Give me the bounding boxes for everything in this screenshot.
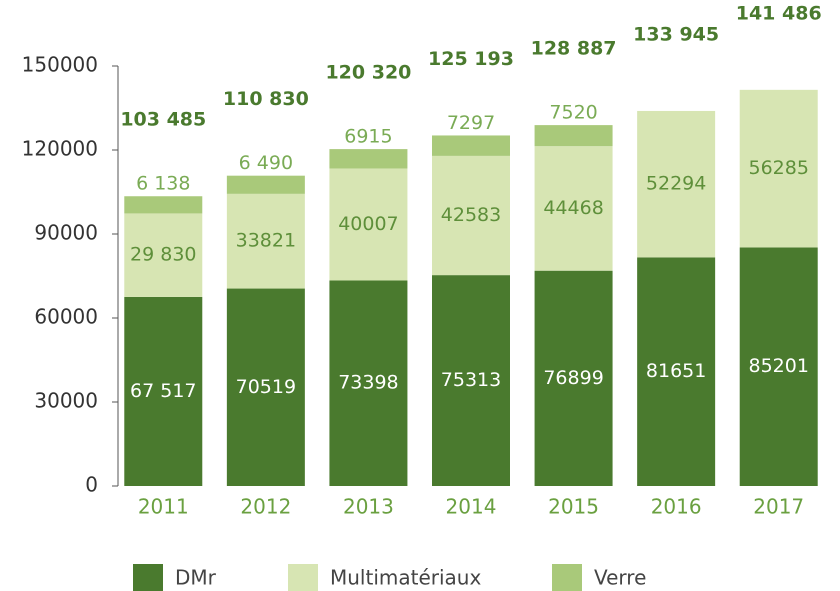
value-label: 42583 [441,204,501,226]
value-label: 6 490 [239,152,293,174]
value-label: 75313 [441,369,501,391]
bar-segment [329,168,408,281]
y-tick-label: 120000 [22,137,98,161]
value-label: 56285 [748,157,808,179]
value-label: 67 517 [130,380,196,402]
bar-segment [124,213,203,297]
total-label: 141 486 [736,2,822,24]
legend-swatch [552,564,582,591]
value-label: 6 138 [136,173,190,195]
bar-segment [329,280,408,486]
legend-swatch [133,564,163,591]
bar-segment [226,193,305,289]
x-tick-label: 2017 [753,495,804,519]
x-tick-label: 2011 [138,495,189,519]
total-label: 133 945 [633,23,719,45]
value-label: 81651 [646,360,706,382]
bar-segment [534,125,613,147]
y-tick-label: 60000 [34,305,98,329]
total-label: 128 887 [531,38,617,60]
bar-segment [432,275,510,486]
bar-segment [739,247,818,486]
value-label: 70519 [236,376,296,398]
legend-label: Multimatériaux [330,566,481,590]
bar-segment [226,175,305,194]
value-label: 29 830 [130,244,196,266]
value-label: 85201 [748,355,808,377]
y-tick-label: 90000 [34,221,98,245]
value-label: 73398 [338,372,398,394]
legend-swatch [288,564,318,591]
value-label: 7297 [447,112,495,134]
value-label: 33821 [236,230,296,252]
x-tick-label: 2015 [548,495,599,519]
legend-label: DMr [175,566,217,590]
bar-segment [124,296,203,486]
value-label: 52294 [646,173,706,195]
total-label: 110 830 [223,88,309,110]
value-label: 76899 [543,367,603,389]
x-tick-label: 2013 [343,495,394,519]
value-label: 7520 [549,102,597,124]
legend-label: Verre [594,566,646,590]
value-label: 44468 [543,197,603,219]
bar-segment [432,135,510,156]
bar-segment [637,110,716,258]
x-tick-label: 2012 [240,495,291,519]
y-tick-label: 30000 [34,389,98,413]
y-tick-label: 150000 [22,53,98,77]
total-label: 120 320 [325,62,411,84]
bar-segment [739,89,818,248]
bar-segment [637,257,716,486]
y-tick-label: 0 [85,473,98,497]
value-label: 6915 [344,126,392,148]
total-label: 125 193 [428,48,514,70]
value-label: 40007 [338,213,398,235]
x-tick-label: 2014 [446,495,497,519]
bar-segment [534,270,613,486]
total-label: 103 485 [120,109,206,131]
bar-segment [329,149,408,169]
bar-segment [432,155,510,276]
bar-segment [124,196,203,214]
x-tick-label: 2016 [651,495,702,519]
bar-segment [534,146,613,271]
bar-segment [226,288,305,486]
